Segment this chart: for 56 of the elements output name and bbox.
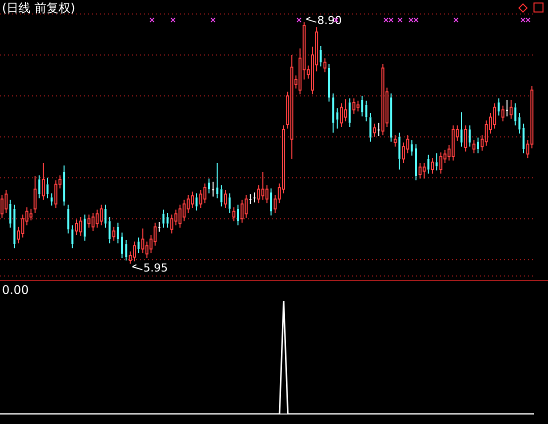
candlestick [216,162,218,199]
candlestick [365,100,368,122]
candlestick [427,154,430,174]
candlestick [104,204,106,228]
candlestick [510,99,513,120]
candlestick [196,192,198,211]
annotation: 5.95 [143,262,168,275]
candlestick [63,164,66,206]
candlestick [208,178,210,194]
candlestick [84,214,86,242]
candlestick [116,222,119,244]
chart-title: (日线 前复权) [2,0,76,17]
candlestick [290,54,294,160]
candlestick [121,232,124,258]
candlestick [212,181,214,198]
candlestick [236,204,239,226]
candlestick [414,144,417,181]
candlestick [29,208,32,221]
candlestick [108,216,111,244]
candlestick [460,112,462,148]
candlestick [67,204,70,234]
candlestick [468,124,471,148]
candlestick [220,184,222,207]
candlestick [436,152,438,171]
candlestick [348,98,351,128]
candlestick [361,95,364,117]
candlestick [320,45,322,67]
candlestick [228,192,231,214]
candlestick [477,137,480,154]
candlestick [514,102,516,126]
candlestick [344,98,348,122]
candlestick [398,132,400,170]
candlestick [38,174,40,199]
candlestick [13,204,16,249]
chart-title: 0.00 [2,283,29,297]
candlestick [9,199,12,228]
candlestick [166,212,169,228]
candlestick [501,105,504,122]
candlestick [162,209,164,228]
candlestick [270,188,272,216]
candlestick [332,92,334,134]
candlestick [369,112,372,142]
candlestick [373,123,376,138]
candlestick [46,177,49,199]
candlestick [522,123,525,154]
candlestick [390,92,392,142]
candlestick [336,108,338,130]
candlestick [328,63,330,102]
candlestick [518,112,520,134]
candlestick [410,140,413,156]
annotation: 8.90 [317,14,342,28]
candlestick [50,192,53,206]
candlestick [71,224,74,249]
candlestick [125,239,128,261]
candlestick [138,237,140,254]
candlestick [498,98,500,116]
